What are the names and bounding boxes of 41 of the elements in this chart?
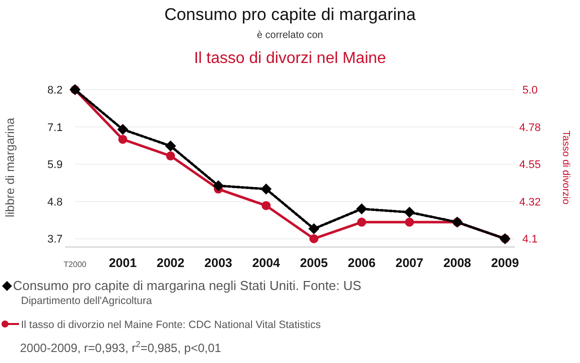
y-tick-label: 7.1 <box>47 122 63 134</box>
y-tick-label: 4.8 <box>47 196 63 208</box>
point <box>357 218 366 227</box>
text: 2000-2009, r=0,993, r$^{2}$=0,985, p<0,01 <box>20 339 222 355</box>
x-tick-label: 2002 <box>156 256 185 270</box>
point <box>356 203 368 214</box>
y2-tick-label: 4.1 <box>522 234 538 246</box>
point <box>118 134 128 144</box>
x-tick-label: 2009 <box>491 256 519 270</box>
x-tick-label: 2001 <box>108 256 137 270</box>
y2-tick-label: 5.0 <box>522 84 538 97</box>
y-tick-label: 3.7 <box>47 234 63 246</box>
point <box>309 234 318 244</box>
y2-tick-label: 4.55 <box>519 159 541 172</box>
y-tick-label: 5.9 <box>47 159 63 172</box>
point <box>117 124 128 135</box>
x-tick-label: 2004 <box>252 256 280 270</box>
y2-axis-title: Tasso di divorzio <box>560 130 571 205</box>
x-tick-label: 2005 <box>300 256 328 270</box>
y-tick-label: 8.2 <box>47 84 63 97</box>
point <box>260 184 272 195</box>
x-tick-label: 2006 <box>348 256 376 270</box>
legend-label: Consumo pro capite di margarina negli Stati Uniti. Fonte: US Dipartimento dell'Agricoltura <box>13 278 362 307</box>
chart-subtitle: è correlato con <box>256 30 324 41</box>
x-tick-label: 2003 <box>204 256 232 270</box>
point <box>166 151 176 160</box>
chart-title: Consumo pro capite di margarina <box>164 5 416 24</box>
point <box>212 180 224 192</box>
text: Il tasso di divorzi nel Maine <box>194 50 386 67</box>
point <box>404 218 414 227</box>
legend-label: Il tasso di divorzio nel Maine Fonte: CDC National Vital Statistics <box>21 319 321 331</box>
point <box>165 140 176 152</box>
y2-tick-label: 4.32 <box>519 196 541 208</box>
y-axis-title: libbre di margarina <box>3 117 17 218</box>
x-tick-label: 2008 <box>443 256 472 270</box>
x-tick-label: T2000 <box>64 260 87 269</box>
point <box>404 206 415 218</box>
point <box>262 201 271 210</box>
y2-tick-label: 4.78 <box>519 122 541 134</box>
point <box>308 223 320 234</box>
x-tick-label: 2007 <box>396 256 424 270</box>
